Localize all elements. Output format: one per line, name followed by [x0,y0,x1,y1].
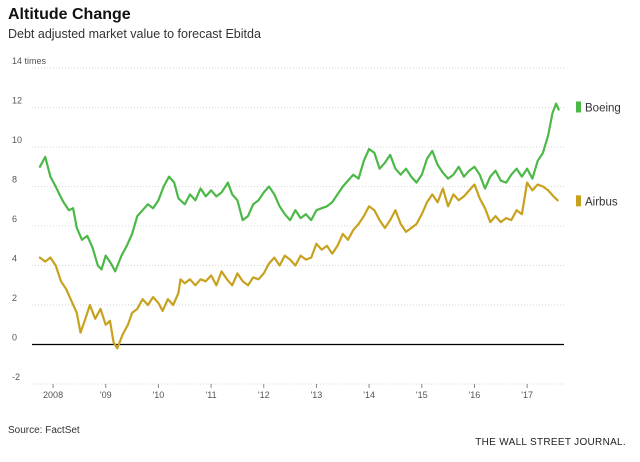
x-tick-label: '09 [100,390,112,400]
source-note: Source: FactSet [8,425,80,436]
y-tick-label: 6 [12,214,17,224]
legend-label-boeing: Boeing [585,102,621,114]
y-tick-label: 8 [12,175,17,185]
x-tick-label: '14 [363,390,375,400]
legend-swatch-boeing [576,101,581,113]
x-tick-label: '12 [258,390,270,400]
series-line-airbus [38,181,559,350]
gridlines [32,67,564,385]
publisher-credit: THE WALL STREET JOURNAL. [475,437,626,448]
x-tick-label: 2008 [43,390,63,400]
series-line-boeing [38,102,560,273]
x-tick-label: '13 [311,390,323,400]
x-tick-label: '16 [469,390,481,400]
x-axis-ticks: 2008 '09 '10 '11 '12 '13 '14 '15 '16 '17 [43,384,533,400]
legend-swatch-airbus [576,195,581,207]
chart-subtitle: Debt adjusted market value to forecast E… [8,27,261,41]
y-tick-label: 2 [12,293,17,303]
y-tick-label: -2 [12,372,20,382]
y-tick-label: 0 [12,333,17,343]
x-tick-label: '11 [206,390,217,400]
legend-label-airbus: Airbus [585,196,618,208]
y-tick-label: 12 [12,96,22,106]
x-tick-label: '10 [153,390,165,400]
y-tick-label: 4 [12,254,17,264]
x-tick-label: '15 [416,390,428,400]
y-tick-label: 14 times [12,56,47,66]
y-axis-ticks: -2 0 2 4 6 8 10 12 14 times [12,56,47,382]
x-tick-label: '17 [521,390,533,400]
legend: Boeing Airbus [576,101,621,208]
chart-title: Altitude Change [8,6,131,23]
y-tick-label: 10 [12,135,22,145]
series-lines [38,102,560,350]
